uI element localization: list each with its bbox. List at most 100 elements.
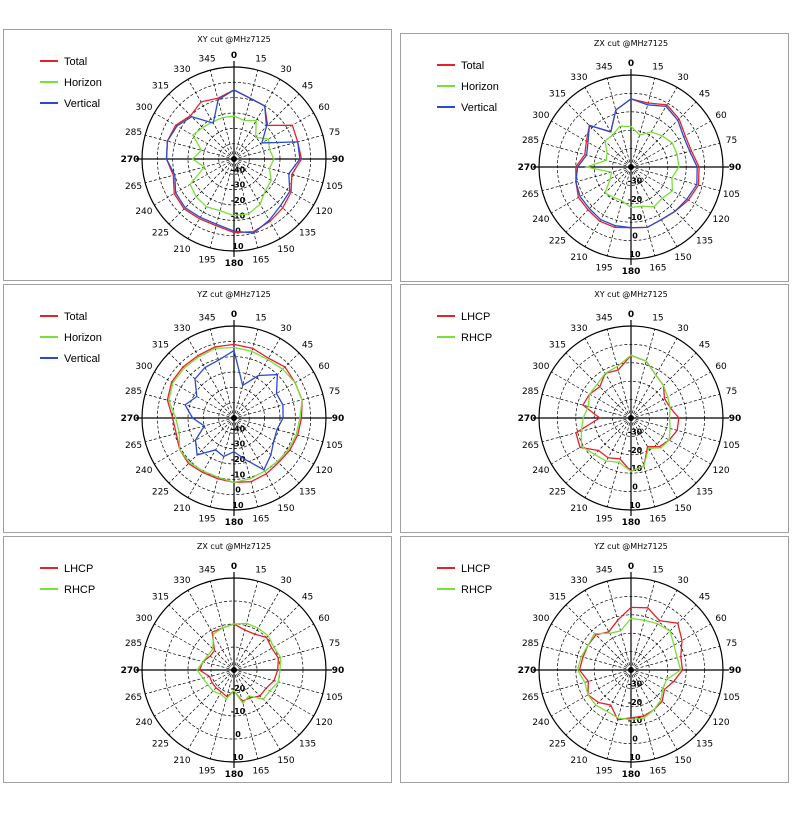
grid-spoke <box>606 329 632 419</box>
angle-label: 210 <box>173 504 190 514</box>
radial-tick-label: 10 <box>232 753 244 762</box>
angle-label: 240 <box>532 466 549 476</box>
grid-spoke <box>233 417 281 498</box>
grid-spoke <box>209 417 235 507</box>
grid-spoke <box>630 669 711 717</box>
angle-label: 30 <box>280 65 292 75</box>
angle-label: 345 <box>198 314 215 324</box>
legend-label: LHCP <box>64 563 93 575</box>
angle-label: 45 <box>699 340 710 350</box>
grid-spoke <box>145 134 235 160</box>
angle-label: 0 <box>231 310 237 320</box>
angle-label: 90 <box>332 666 345 676</box>
angle-label: 270 <box>518 163 537 173</box>
legend-label: Horizon <box>64 77 102 89</box>
grid-spoke <box>233 134 323 160</box>
angle-label: 315 <box>152 592 169 602</box>
grid-spoke <box>209 581 235 671</box>
grid-spoke <box>606 166 632 256</box>
legend-label: LHCP <box>461 563 490 575</box>
series-line-rhcp <box>196 622 282 705</box>
radial-tick-label: 10 <box>232 242 244 251</box>
angle-label: 60 <box>318 362 330 372</box>
legend-label: RHCP <box>461 584 492 596</box>
angle-label: 150 <box>277 245 294 255</box>
radial-tick-label: 10 <box>232 501 244 510</box>
legend-label: Vertical <box>461 102 497 114</box>
grid-spoke <box>606 669 632 759</box>
grid-spoke <box>233 669 314 717</box>
series-line-total <box>165 89 303 234</box>
angle-label: 75 <box>726 639 737 649</box>
angle-label: 165 <box>252 255 269 265</box>
angle-label: 150 <box>674 756 691 766</box>
radial-tick-label: 0 <box>632 735 638 744</box>
angle-label: 90 <box>332 414 345 424</box>
grid-spoke <box>154 669 235 717</box>
radial-tick-label: -10 <box>231 211 246 220</box>
grid-spoke <box>168 669 235 736</box>
grid-spoke <box>187 669 235 750</box>
grid-spoke <box>233 417 323 443</box>
angle-label: 285 <box>125 128 142 138</box>
grid-spoke <box>630 417 697 484</box>
polar-chart-panel: ZX cut @MHz7125 0 15 30 45 60 75 90 105 120 135 150… <box>400 33 789 282</box>
polar-chart: XY cut @MHz7125 0 15 30 45 60 75 90 105 120 135 150… <box>437 290 741 528</box>
chart-title: XY cut @MHz7125 <box>594 290 668 299</box>
angle-label: 180 <box>225 259 244 269</box>
grid-spoke <box>187 79 235 160</box>
chart-title: ZX cut @MHz7125 <box>594 39 668 48</box>
radial-tick-label: -30 <box>628 427 643 436</box>
grid-spoke <box>233 112 314 160</box>
radial-tick-label: -10 <box>231 470 246 479</box>
legend-label: Total <box>461 60 484 72</box>
series-line-vertical <box>165 89 301 234</box>
grid-spoke <box>551 623 632 671</box>
grid-spoke <box>168 93 235 160</box>
grid-spoke <box>233 352 300 419</box>
angle-label: 105 <box>326 182 343 192</box>
angle-label: 265 <box>522 441 539 451</box>
angle-label: 265 <box>522 190 539 200</box>
angle-label: 15 <box>255 314 266 324</box>
grid-spoke <box>233 158 314 206</box>
angle-label: 225 <box>549 237 566 247</box>
angle-label: 330 <box>570 73 587 83</box>
angle-label: 30 <box>280 576 292 586</box>
grid-spoke <box>145 393 235 419</box>
radial-tick-label: -20 <box>628 446 643 455</box>
grid-spoke <box>551 166 632 214</box>
angle-label: 195 <box>595 263 612 273</box>
angle-label: 105 <box>326 441 343 451</box>
angle-label: 195 <box>198 514 215 524</box>
grid-spoke <box>233 338 281 419</box>
legend-label: LHCP <box>461 311 490 323</box>
polar-chart: ZX cut @MHz7125 0 15 30 45 60 75 90 105 120 135 150… <box>40 542 345 780</box>
angle-label: 60 <box>318 103 330 113</box>
angle-label: 0 <box>231 51 237 61</box>
angle-label: 45 <box>699 89 710 99</box>
radial-tick-label: -10 <box>628 716 643 725</box>
grid-spoke <box>209 329 235 419</box>
angle-label: 330 <box>173 324 190 334</box>
angle-label: 105 <box>723 693 740 703</box>
grid-spoke <box>584 338 632 419</box>
angle-label: 0 <box>628 59 634 69</box>
angle-label: 330 <box>570 576 587 586</box>
legend-label: Total <box>64 56 87 68</box>
angle-label: 0 <box>231 562 237 572</box>
angle-label: 270 <box>121 155 140 165</box>
angle-label: 345 <box>595 63 612 73</box>
angle-label: 15 <box>652 566 663 576</box>
radial-tick-label: -20 <box>628 698 643 707</box>
grid-spoke <box>154 112 235 160</box>
angle-label: 60 <box>318 614 330 624</box>
grid-spoke <box>233 79 281 160</box>
grid-spoke <box>630 623 711 671</box>
grid-spoke <box>551 669 632 717</box>
polar-chart: ZX cut @MHz7125 0 15 30 45 60 75 90 105 120 135 150… <box>437 39 741 277</box>
angle-label: 30 <box>280 324 292 334</box>
grid-spoke <box>542 669 632 695</box>
angle-label: 195 <box>198 766 215 776</box>
grid-spoke <box>168 158 235 225</box>
